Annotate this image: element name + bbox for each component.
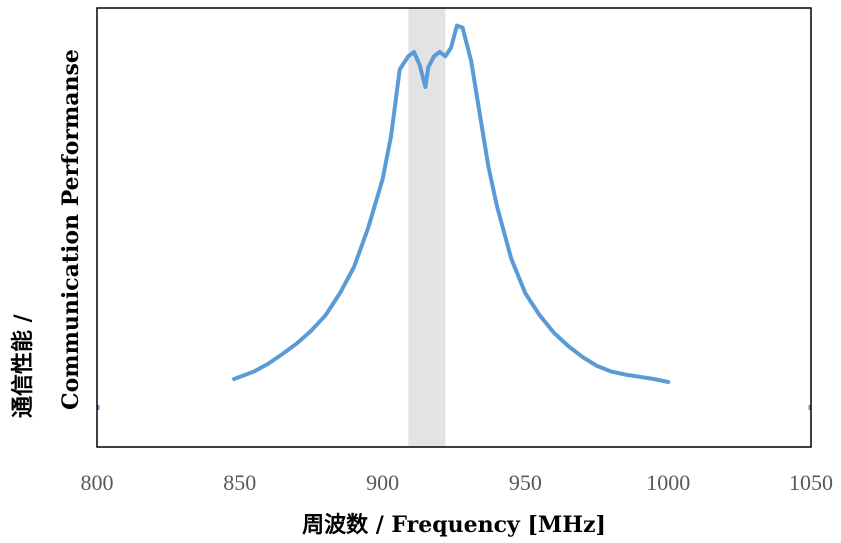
y-axis-title: 通信性能 / Communication Performanse bbox=[10, 49, 84, 418]
y-axis-title-en: Communication Performanse bbox=[58, 49, 84, 410]
plot-frame bbox=[96, 7, 812, 448]
x-axis-title: 周波数 / Frequency [MHz] bbox=[302, 512, 606, 538]
x-tick-label: 800 bbox=[81, 470, 114, 495]
x-tick-label: 850 bbox=[223, 470, 256, 495]
x-tick-label: 900 bbox=[366, 470, 399, 495]
x-axis-ticks: 800 850 900 950 1000 1050 bbox=[81, 470, 834, 495]
x-tick-label: 1000 bbox=[646, 470, 690, 495]
plot-marks bbox=[96, 23, 812, 410]
y-axis-title-ja: 通信性能 / bbox=[10, 313, 36, 418]
series-line bbox=[232, 23, 671, 384]
x-tick-label: 950 bbox=[509, 470, 542, 495]
x-tick-label: 1050 bbox=[789, 470, 833, 495]
